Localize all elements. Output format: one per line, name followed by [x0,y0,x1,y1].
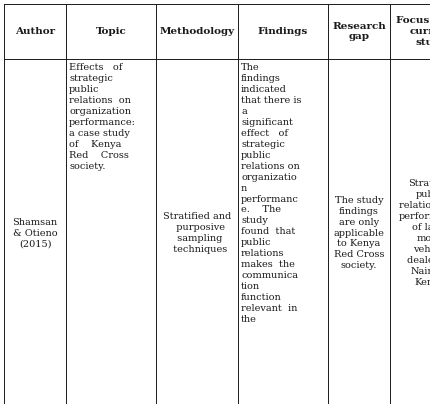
Text: Effects   of
strategic
public
relations  on
organization
performance:
a case stu: Effects of strategic public relations on… [69,63,136,170]
Text: Stratified and
  purposive
  sampling
  techniques: Stratified and purposive sampling techni… [163,212,231,254]
Text: Focus of the
current
study: Focus of the current study [396,16,430,47]
Text: Research
gap: Research gap [332,21,386,42]
Text: Strategic
public
relations and
performance
of large
motor
vehicle
dealers in
Nai: Strategic public relations and performan… [399,179,430,287]
Text: Shamsan
& Otieno
(2015): Shamsan & Otieno (2015) [12,217,58,248]
Text: The study
findings
are only
applicable
to Kenya
Red Cross
society.: The study findings are only applicable t… [334,196,384,270]
Text: The
findings
indicated
that there is
a
significant
effect   of
strategic
public
: The findings indicated that there is a s… [241,63,301,324]
Text: Findings: Findings [258,27,308,36]
Text: Methodology: Methodology [160,27,234,36]
Text: Topic: Topic [95,27,126,36]
Text: Author: Author [15,27,55,36]
